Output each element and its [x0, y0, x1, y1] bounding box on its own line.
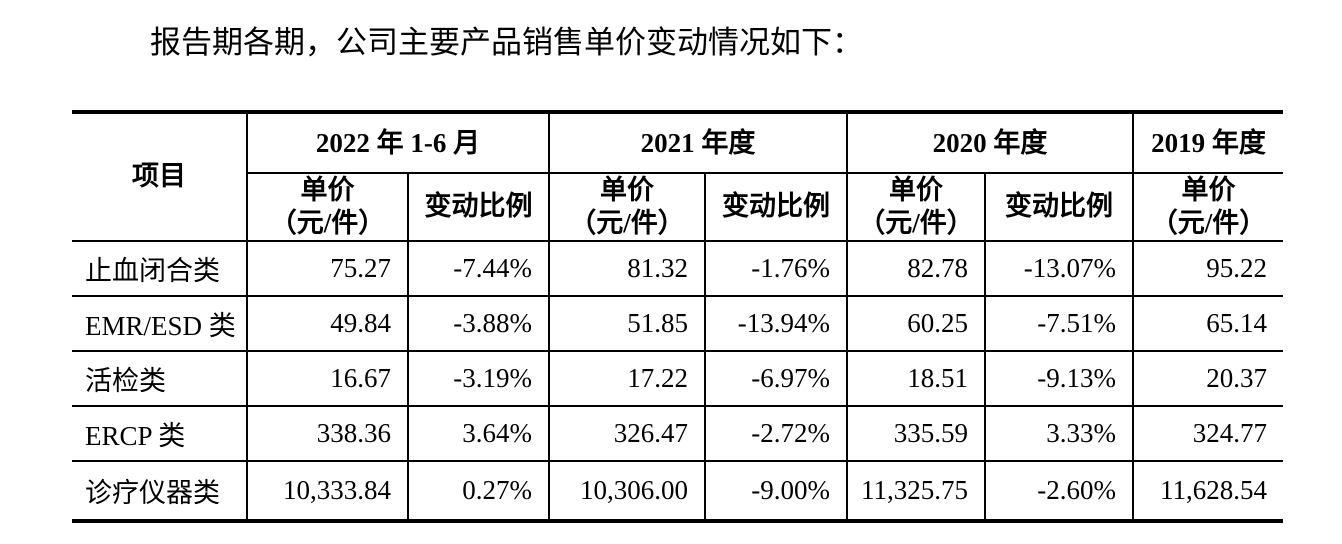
unit-price-cell: 95.22 [1132, 239, 1283, 297]
row-item-label: ERCP 类 [72, 404, 248, 462]
unit-price-label-line2: （元/件） [858, 207, 974, 238]
change-cell: 0.27% [407, 459, 550, 522]
unit-price-cell: 338.36 [246, 404, 409, 462]
page-title: 报告期各期，公司主要产品销售单价变动情况如下： [150, 25, 863, 60]
change-cell: -1.76% [704, 239, 848, 297]
row-item-label: EMR/ESD 类 [72, 294, 248, 352]
col-header-unit-price-2021: 单价 （元/件） [548, 172, 706, 242]
change-cell: -3.88% [407, 294, 550, 352]
unit-price-label-line1: 单价 [600, 175, 654, 205]
unit-price-label-line1: 单价 [300, 175, 355, 205]
change-cell: -9.13% [984, 349, 1134, 407]
unit-price-cell: 10,306.00 [548, 459, 706, 522]
change-cell: 3.33% [984, 404, 1134, 462]
table-row-hemostasis: 止血闭合类 75.27 -7.44% 81.32 -1.76% 82.78 -1… [72, 239, 1283, 297]
col-header-unit-price-2019: 单价 （元/件） [1132, 172, 1283, 242]
change-cell: -13.07% [984, 239, 1134, 297]
change-cell: -13.94% [704, 294, 848, 352]
sub-header-row: 单价 （元/件） 变动比例 单价 （元/件） 变动比例 单价 （元/件） 变动比… [72, 172, 1283, 242]
change-cell: -2.72% [704, 404, 848, 462]
unit-price-cell: 65.14 [1132, 294, 1283, 352]
col-header-unit-price-2020: 单价 （元/件） [846, 172, 986, 242]
table-row-diagnostic-devices: 诊疗仪器类 10,333.84 0.27% 10,306.00 -9.00% 1… [72, 459, 1283, 522]
unit-price-cell: 49.84 [246, 294, 409, 352]
unit-price-cell: 20.37 [1132, 349, 1283, 407]
unit-price-cell: 75.27 [246, 239, 409, 297]
col-header-period-2022: 2022 年 1-6 月 [246, 111, 550, 174]
col-header-unit-price-2022: 单价 （元/件） [246, 172, 409, 242]
unit-price-cell: 335.59 [846, 404, 986, 462]
table-row-ercp: ERCP 类 338.36 3.64% 326.47 -2.72% 335.59… [72, 404, 1283, 462]
unit-price-cell: 324.77 [1132, 404, 1283, 462]
unit-price-cell: 51.85 [548, 294, 706, 352]
col-header-period-2021: 2021 年度 [548, 111, 848, 174]
change-cell: -2.60% [984, 459, 1134, 522]
col-header-change-2020: 变动比例 [984, 172, 1134, 242]
unit-price-cell: 17.22 [548, 349, 706, 407]
unit-price-cell: 82.78 [846, 239, 986, 297]
unit-price-cell: 10,333.84 [246, 459, 409, 522]
row-item-label: 活检类 [72, 349, 248, 407]
col-header-period-2020: 2020 年度 [846, 111, 1134, 174]
table-row-emr-esd: EMR/ESD 类 49.84 -3.88% 51.85 -13.94% 60.… [72, 294, 1283, 352]
change-cell: -9.00% [704, 459, 848, 522]
unit-price-table: 项目 2022 年 1-6 月 2021 年度 2020 年度 2019 年度 … [72, 110, 1283, 523]
change-cell: -7.51% [984, 294, 1134, 352]
unit-price-cell: 11,325.75 [846, 459, 986, 522]
unit-price-label-line2: （元/件） [569, 207, 685, 238]
change-cell: -6.97% [704, 349, 848, 407]
unit-price-label-line1: 单价 [1181, 175, 1236, 205]
period-header-row: 项目 2022 年 1-6 月 2021 年度 2020 年度 2019 年度 [72, 111, 1283, 242]
unit-price-label-line2: （元/件） [1150, 207, 1267, 238]
unit-price-cell: 16.67 [246, 349, 409, 407]
change-cell: -7.44% [407, 239, 550, 297]
unit-price-label-line2: （元/件） [269, 207, 386, 238]
row-item-label: 诊疗仪器类 [72, 459, 248, 522]
unit-price-cell: 18.51 [846, 349, 986, 407]
unit-price-label-line1: 单价 [889, 175, 943, 205]
col-header-item: 项目 [72, 111, 248, 242]
table-row-biopsy: 活检类 16.67 -3.19% 17.22 -6.97% 18.51 -9.1… [72, 349, 1283, 407]
col-header-change-2022: 变动比例 [407, 172, 550, 242]
col-header-change-2021: 变动比例 [704, 172, 848, 242]
row-item-label: 止血闭合类 [72, 239, 248, 297]
unit-price-cell: 60.25 [846, 294, 986, 352]
unit-price-cell: 81.32 [548, 239, 706, 297]
unit-price-cell: 326.47 [548, 404, 706, 462]
change-cell: 3.64% [407, 404, 550, 462]
change-cell: -3.19% [407, 349, 550, 407]
unit-price-cell: 11,628.54 [1132, 459, 1283, 522]
col-header-period-2019: 2019 年度 [1132, 111, 1283, 174]
